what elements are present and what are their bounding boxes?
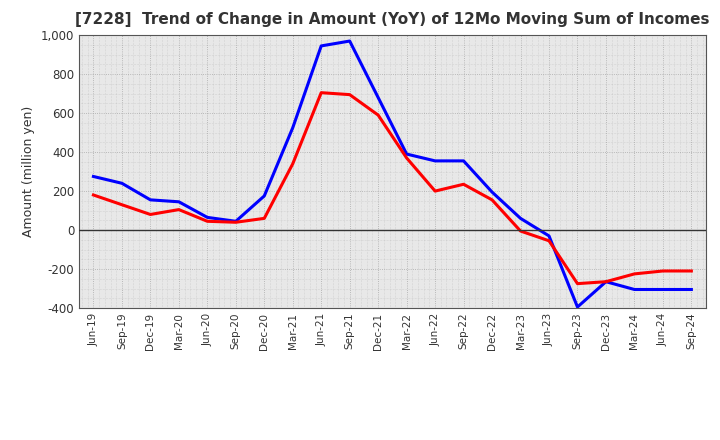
Net Income <box>630 271 639 276</box>
Ordinary Income <box>317 43 325 48</box>
Ordinary Income <box>146 197 155 202</box>
Ordinary Income <box>260 193 269 198</box>
Net Income <box>602 279 611 284</box>
Ordinary Income <box>602 279 611 284</box>
Net Income <box>232 220 240 225</box>
Ordinary Income <box>89 174 98 179</box>
Ordinary Income <box>346 38 354 44</box>
Net Income <box>146 212 155 217</box>
Net Income <box>260 216 269 221</box>
Net Income <box>487 197 496 202</box>
Net Income <box>174 207 183 212</box>
Ordinary Income <box>289 125 297 130</box>
Line: Ordinary Income: Ordinary Income <box>94 41 691 307</box>
Net Income <box>317 90 325 95</box>
Net Income <box>117 202 126 207</box>
Ordinary Income <box>174 199 183 205</box>
Ordinary Income <box>687 287 696 292</box>
Ordinary Income <box>374 95 382 100</box>
Ordinary Income <box>402 151 411 157</box>
Ordinary Income <box>630 287 639 292</box>
Net Income <box>402 155 411 161</box>
Net Income <box>431 188 439 194</box>
Net Income <box>573 281 582 286</box>
Net Income <box>346 92 354 97</box>
Ordinary Income <box>232 219 240 224</box>
Net Income <box>687 268 696 274</box>
Ordinary Income <box>203 215 212 220</box>
Ordinary Income <box>117 181 126 186</box>
Net Income <box>545 238 554 243</box>
Net Income <box>659 268 667 274</box>
Ordinary Income <box>431 158 439 164</box>
Net Income <box>374 113 382 118</box>
Title: [7228]  Trend of Change in Amount (YoY) of 12Mo Moving Sum of Incomes: [7228] Trend of Change in Amount (YoY) o… <box>75 12 710 27</box>
Net Income <box>289 161 297 166</box>
Net Income <box>459 182 468 187</box>
Ordinary Income <box>487 189 496 194</box>
Ordinary Income <box>659 287 667 292</box>
Net Income <box>516 228 525 234</box>
Line: Net Income: Net Income <box>94 93 691 284</box>
Y-axis label: Amount (million yen): Amount (million yen) <box>22 106 35 237</box>
Net Income <box>89 192 98 198</box>
Net Income <box>203 219 212 224</box>
Ordinary Income <box>459 158 468 164</box>
Ordinary Income <box>516 216 525 221</box>
Ordinary Income <box>573 304 582 310</box>
Ordinary Income <box>545 233 554 238</box>
